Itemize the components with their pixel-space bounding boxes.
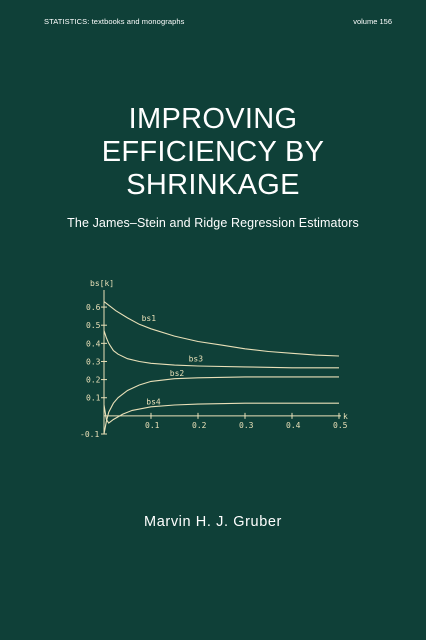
- x-tick-label: 0.1: [145, 421, 160, 430]
- series-bs1-line: [103, 301, 340, 357]
- series-bs2-label: bs2: [170, 369, 185, 378]
- volume-number: volume 156: [353, 17, 392, 26]
- series-bs4-label: bs4: [146, 398, 161, 407]
- y-tick-label: -0.1: [80, 430, 99, 439]
- series-bs4-line: [103, 402, 339, 424]
- title-line-1: IMPROVING: [128, 103, 298, 135]
- series-bs1-label: bs1: [142, 314, 157, 323]
- y-tick-label: 0.2: [86, 376, 101, 385]
- y-tick-label: 0.4: [86, 339, 101, 348]
- series-header: STATISTICS: textbooks and monographs: [44, 17, 185, 26]
- x-tick-label: 0.4: [286, 421, 301, 430]
- book-title: IMPROVING EFFICIENCY BY SHRINKAGE: [0, 103, 426, 202]
- book-subtitle: The James–Stein and Ridge Regression Est…: [67, 216, 359, 230]
- y-tick-label: 0.3: [86, 357, 101, 366]
- y-tick-label: 0.6: [86, 303, 101, 312]
- y-tick-label: 0.1: [86, 394, 101, 403]
- x-tick-label: 0.3: [239, 421, 254, 430]
- y-axis-label: bs[k]: [90, 279, 114, 288]
- x-tick-label: 0.2: [192, 421, 207, 430]
- series-name: STATISTICS:: [44, 17, 90, 26]
- title-line-3: SHRINKAGE: [126, 169, 300, 201]
- x-axis-label: k: [343, 412, 348, 421]
- series-bs3-line: [103, 330, 339, 369]
- title-line-2: EFFICIENCY BY: [101, 136, 325, 168]
- x-tick-label: 0.5: [333, 421, 348, 430]
- series-bs2-line: [103, 376, 339, 435]
- series-bs3-label: bs3: [189, 355, 204, 364]
- series-subtitle: textbooks and monographs: [91, 17, 185, 26]
- author-name: Marvin H. J. Gruber: [144, 514, 282, 530]
- cover-chart: bs[k] k 0.1 0.2 0.3 0.4 0.5 -0.1 0.1 0.2 0.3 0.4 0.5…: [80, 279, 348, 439]
- y-tick-label: 0.5: [86, 321, 101, 330]
